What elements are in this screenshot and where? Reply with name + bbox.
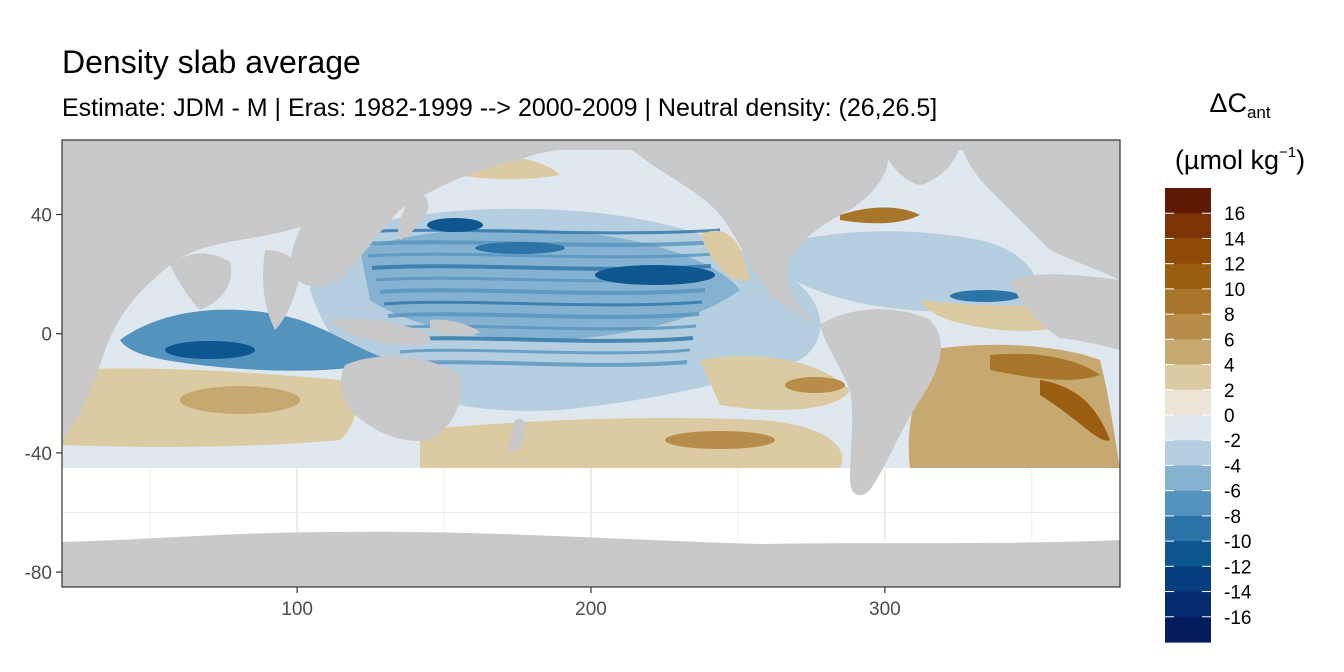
- legend-color-swatch: [1165, 188, 1211, 214]
- pacific-streak: [403, 360, 688, 367]
- south-america-landmass: [820, 309, 941, 496]
- west-africa-landmass: [1010, 274, 1120, 350]
- new-zealand-landmass: [508, 418, 526, 452]
- europe-north-landmass: [960, 140, 1120, 280]
- legend-color-swatch: [1165, 490, 1211, 517]
- legend-label: 14: [1224, 229, 1246, 250]
- legend-label: -14: [1224, 583, 1252, 604]
- legend-label: -8: [1224, 507, 1241, 528]
- antarctica-landmass: [62, 531, 1120, 587]
- arabia-landmass: [170, 253, 232, 310]
- africa-europe-landmass: [62, 140, 420, 440]
- legend-color-swatch: [1165, 415, 1211, 441]
- pacific-streak: [387, 312, 700, 319]
- legend-label: -10: [1224, 532, 1251, 553]
- map-panel: [61, 139, 1121, 588]
- legend-color-swatch: [1165, 288, 1211, 315]
- legend-label: -2: [1224, 431, 1241, 452]
- y-tick-label: -80: [25, 563, 52, 584]
- legend-label: 2: [1224, 381, 1235, 402]
- x-tick-label: 100: [281, 599, 313, 620]
- pacific-streak: [395, 336, 694, 343]
- nw-pacific-blue-blob: [475, 242, 565, 254]
- greenland-landmass: [880, 140, 960, 185]
- y-tick-label: 0: [41, 325, 52, 346]
- legend-color-swatch: [1165, 238, 1211, 265]
- legend-color-swatch: [1165, 364, 1211, 391]
- legend-color-swatch: [1165, 440, 1211, 467]
- color-legend: 16 14 12 10 8 6 4 2 0 -2 -4 -6 -8 -10 -12 -14 -16: [1165, 188, 1252, 643]
- nw-pacific-dark-blob: [427, 218, 483, 232]
- southwest-atlantic-brown-streak: [1040, 380, 1110, 441]
- legend-label: -16: [1224, 608, 1251, 629]
- legend-color-swatch: [1165, 389, 1211, 416]
- legend-label: 16: [1224, 204, 1245, 225]
- pacific-streak: [399, 348, 691, 355]
- legend-color-swatch: [1165, 263, 1211, 290]
- legend-color-swatch: [1165, 465, 1211, 492]
- south-pacific-tan-zone: [420, 418, 843, 468]
- legend-label: 10: [1224, 280, 1245, 301]
- legend-color-swatch: [1165, 566, 1211, 593]
- x-tick-label: 300: [869, 599, 901, 620]
- pacific-streak: [391, 324, 697, 331]
- legend-label: -12: [1224, 557, 1251, 578]
- legend-color-swatch: [1165, 339, 1211, 366]
- central-pacific-dark-blob: [595, 265, 715, 285]
- south-pacific-brown-blob: [665, 431, 775, 449]
- y-tick-label: 40: [31, 206, 52, 227]
- east-pacific-tan-zone: [700, 356, 850, 410]
- asia-landmass: [290, 140, 600, 287]
- legend-label: 4: [1224, 356, 1235, 377]
- legend-label: 8: [1224, 305, 1235, 326]
- legend-color-swatch: [1165, 515, 1211, 542]
- north-america-landmass: [620, 140, 889, 325]
- new-guinea-landmass: [430, 319, 480, 336]
- chart-subtitle: Estimate: JDM - M | Eras: 1982-1999 --> …: [62, 94, 938, 122]
- northeast-pacific-tan-zone: [700, 230, 750, 281]
- chart-title: Density slab average: [62, 44, 361, 80]
- australia-landmass: [340, 356, 462, 441]
- pacific-streak: [383, 300, 703, 307]
- legend-label: -4: [1224, 456, 1241, 477]
- legend-label: 0: [1224, 406, 1235, 427]
- pacific-streak: [379, 288, 706, 295]
- north-atlantic-dark-blob: [950, 290, 1020, 302]
- pacific-streak: [367, 252, 715, 259]
- legend-color-swatch: [1165, 213, 1211, 240]
- indian-ocean-dark-blob: [165, 341, 255, 359]
- labrador-brown-blob: [840, 207, 920, 224]
- south-atlantic-brown-streak: [990, 353, 1100, 380]
- indonesia-landmass: [330, 318, 431, 346]
- legend-label: 12: [1224, 255, 1245, 276]
- legend-unit: (µmol kg−1): [1174, 144, 1306, 175]
- legend-label: 6: [1224, 330, 1235, 351]
- legend-color-swatch: [1165, 314, 1211, 340]
- legend-color-swatch: [1165, 591, 1211, 618]
- x-tick-label: 200: [575, 599, 607, 620]
- legend-color-swatch: [1165, 541, 1211, 567]
- legend-label: -6: [1224, 482, 1241, 503]
- legend-title: ΔCant: [1209, 88, 1271, 122]
- legend-color-swatch: [1165, 616, 1211, 643]
- y-tick-label: -40: [25, 444, 52, 465]
- japan-landmass: [398, 194, 429, 240]
- south-indian-brown-blob: [180, 386, 300, 414]
- east-pacific-brown-blob: [785, 377, 845, 393]
